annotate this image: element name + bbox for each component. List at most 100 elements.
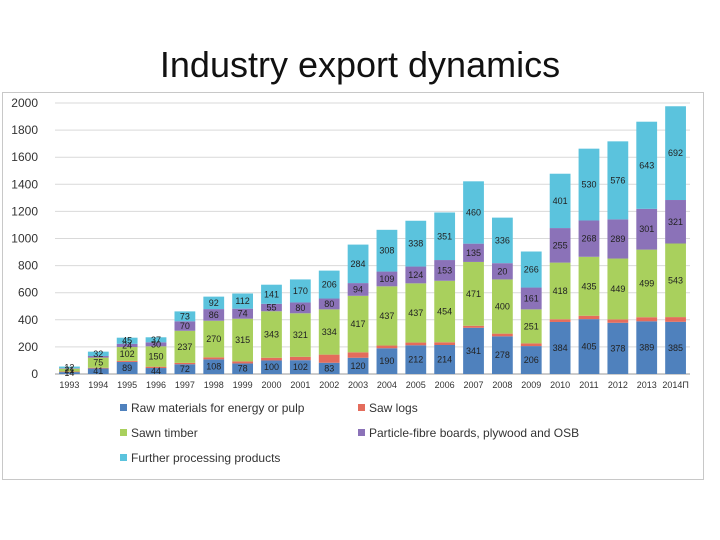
data-label: 338 bbox=[408, 239, 423, 249]
data-label: 80 bbox=[324, 299, 334, 309]
chart-title: Industry export dynamics bbox=[159, 44, 561, 85]
data-label: 78 bbox=[238, 364, 248, 374]
data-label: 108 bbox=[206, 362, 221, 372]
bar-segment bbox=[116, 343, 138, 348]
bar-segment bbox=[463, 181, 484, 244]
bar-segment bbox=[261, 360, 282, 374]
data-label: 206 bbox=[322, 280, 337, 290]
bar-segment bbox=[145, 337, 167, 343]
data-label: 72 bbox=[180, 364, 190, 374]
x-tick-label: 2010 bbox=[550, 380, 570, 390]
bar-segment bbox=[491, 263, 513, 280]
data-label: 80 bbox=[295, 303, 305, 313]
data-label: 20 bbox=[497, 266, 507, 276]
bar-segment bbox=[549, 173, 571, 229]
data-label: 334 bbox=[322, 327, 337, 337]
bar-segment bbox=[578, 220, 600, 257]
x-tick-label: 2008 bbox=[492, 380, 512, 390]
data-label: 251 bbox=[524, 321, 539, 331]
data-label: 437 bbox=[379, 311, 394, 321]
data-label: 389 bbox=[639, 343, 654, 353]
bar-segment bbox=[636, 249, 658, 318]
data-label: 135 bbox=[466, 248, 481, 258]
data-label: 460 bbox=[466, 207, 481, 217]
x-tick-label: 2014П bbox=[662, 380, 689, 390]
data-label: 343 bbox=[264, 330, 279, 340]
bar-segment bbox=[289, 313, 311, 357]
data-label: 400 bbox=[495, 302, 510, 312]
data-label: 190 bbox=[379, 356, 394, 366]
bar-segment bbox=[145, 346, 167, 367]
bar-segment bbox=[289, 360, 311, 374]
bar-segment bbox=[318, 354, 340, 363]
bar-segment bbox=[203, 357, 225, 360]
bar-segment bbox=[87, 357, 109, 368]
bar-segment bbox=[232, 318, 254, 362]
x-tick-label: 1993 bbox=[59, 380, 79, 390]
x-tick-label: 1994 bbox=[88, 380, 108, 390]
y-tick-label: 0 bbox=[31, 367, 38, 381]
bar-segment bbox=[203, 296, 225, 310]
y-tick-label: 1400 bbox=[11, 177, 38, 191]
y-tick-label: 2000 bbox=[11, 96, 38, 110]
data-label: 75 bbox=[93, 358, 103, 368]
data-label: 45 bbox=[122, 336, 132, 346]
data-label: 270 bbox=[206, 334, 221, 344]
data-label: 692 bbox=[668, 148, 683, 158]
x-tick-label: 1997 bbox=[175, 380, 195, 390]
bar-segment bbox=[145, 368, 167, 374]
x-tick-label: 2006 bbox=[435, 380, 455, 390]
bar-segment bbox=[636, 208, 658, 250]
bar-segment bbox=[59, 372, 80, 374]
y-tick-label: 400 bbox=[18, 313, 38, 327]
data-label: 454 bbox=[437, 307, 452, 317]
bar-segment bbox=[203, 359, 225, 374]
data-label: 499 bbox=[639, 278, 654, 288]
bar-segment bbox=[232, 363, 254, 374]
bar-segment bbox=[405, 283, 427, 343]
data-label: 150 bbox=[149, 352, 164, 362]
bar-segment bbox=[59, 366, 80, 369]
bar-segment bbox=[145, 342, 167, 347]
bar-segment bbox=[347, 352, 369, 358]
legend-swatch bbox=[120, 454, 127, 461]
bar-segment bbox=[59, 368, 80, 372]
bar-segment bbox=[434, 280, 456, 343]
data-label: 643 bbox=[639, 160, 654, 170]
bar-segment bbox=[174, 311, 196, 322]
legend: Raw materials for energy or pulp Saw logs… bbox=[120, 401, 579, 465]
bar-segment bbox=[665, 200, 686, 244]
bar-segment bbox=[318, 362, 340, 374]
data-label: 89 bbox=[122, 363, 132, 373]
data-label: 284 bbox=[351, 259, 366, 269]
y-tick-label: 1800 bbox=[11, 123, 38, 137]
bar-segment bbox=[665, 243, 686, 318]
bar-segment bbox=[289, 302, 311, 314]
data-label: 30 bbox=[151, 339, 161, 349]
bar-segment bbox=[145, 366, 167, 369]
bar-segment bbox=[607, 319, 629, 323]
bar-segment bbox=[520, 346, 542, 374]
data-label: 255 bbox=[553, 240, 568, 250]
data-label: 102 bbox=[293, 362, 308, 372]
bar-segment bbox=[434, 212, 456, 261]
data-label: 83 bbox=[324, 363, 334, 373]
data-label: 214 bbox=[437, 355, 452, 365]
data-label: 384 bbox=[553, 343, 568, 353]
data-label: 37 bbox=[151, 335, 161, 345]
bar-segment bbox=[578, 315, 600, 320]
x-tick-label: 2011 bbox=[579, 380, 598, 390]
bar-segment bbox=[491, 336, 513, 374]
data-label: 543 bbox=[668, 275, 683, 285]
bar-segment bbox=[347, 283, 369, 296]
data-label: 32 bbox=[93, 349, 103, 359]
bar-segment bbox=[289, 279, 311, 303]
bar-segment bbox=[405, 342, 427, 346]
bar-segment bbox=[376, 348, 398, 374]
data-label: 378 bbox=[610, 343, 625, 353]
x-tick-label: 1999 bbox=[233, 380, 253, 390]
bar-segment bbox=[87, 368, 109, 374]
bar-segment bbox=[87, 367, 109, 369]
legend-label: Raw materials for energy or pulp bbox=[131, 401, 305, 415]
bar-segment bbox=[491, 333, 513, 337]
